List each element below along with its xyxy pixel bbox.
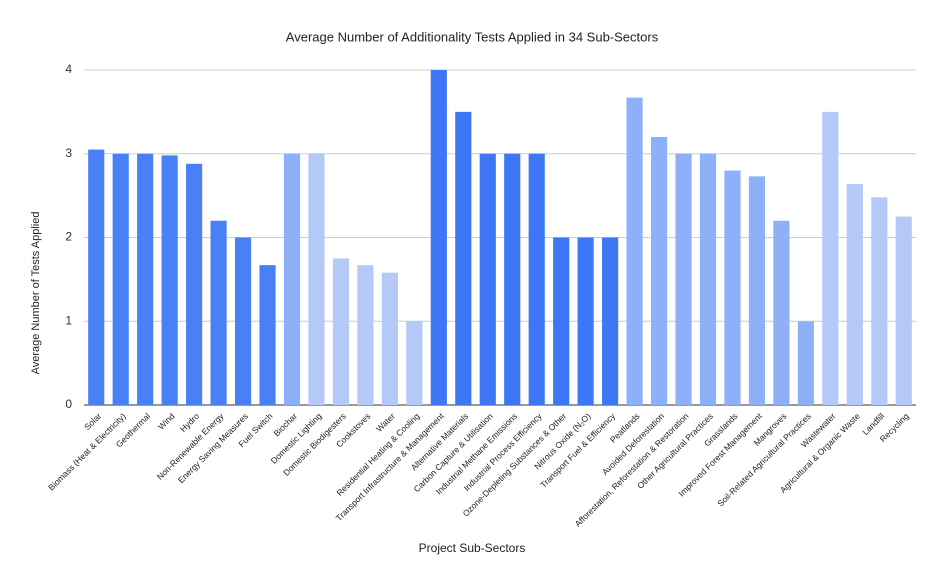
bar (479, 153, 496, 405)
bar (626, 97, 643, 405)
bar (553, 237, 570, 405)
bar (234, 237, 252, 405)
bar (186, 163, 203, 405)
bar (895, 216, 912, 405)
bar (381, 272, 398, 405)
y-tick-label: 4 (65, 62, 72, 76)
bar (259, 265, 276, 405)
bar (822, 111, 839, 405)
bar (846, 183, 863, 405)
bar (283, 153, 301, 405)
x-tick-label: Solar (82, 411, 103, 432)
x-tick-label: Wind (156, 411, 177, 432)
y-tick-label: 1 (65, 313, 72, 327)
bar (357, 265, 374, 405)
bar (455, 111, 472, 405)
bar (773, 220, 790, 405)
y-axis-title: Average Number of Tests Applied (30, 212, 42, 375)
y-tick-label: 0 (65, 397, 72, 411)
bar (88, 149, 105, 405)
bar (406, 321, 423, 405)
bar (504, 153, 521, 405)
bar (332, 258, 350, 405)
bar (602, 237, 619, 405)
x-tick-label: Afforestation, Reforestation & Restorati… (573, 411, 691, 529)
bar (430, 70, 447, 405)
x-axis-title: Project Sub-Sectors (419, 541, 526, 555)
bar (797, 321, 814, 405)
bar (699, 153, 717, 405)
bar (675, 153, 692, 405)
bar (871, 197, 888, 405)
bar (577, 237, 594, 405)
y-tick-label: 2 (65, 230, 72, 244)
bar (748, 176, 766, 405)
bar (112, 153, 129, 405)
bar (161, 155, 178, 405)
y-tick-label: 3 (65, 146, 72, 160)
bar (650, 137, 668, 405)
bar (308, 153, 325, 405)
bar (528, 153, 545, 405)
chart-title: Average Number of Additionality Tests Ap… (286, 29, 659, 44)
bar (137, 153, 154, 405)
bar (210, 220, 227, 405)
bar (724, 170, 741, 405)
